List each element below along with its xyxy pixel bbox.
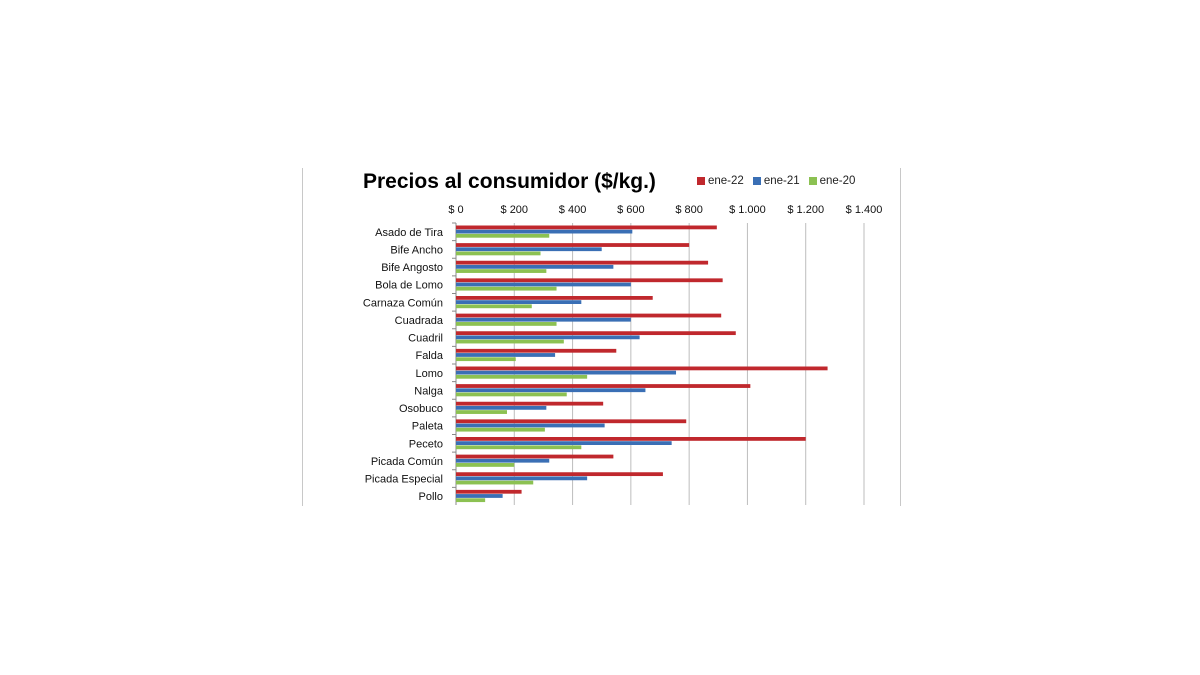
bar-ene-22: [456, 489, 522, 494]
bar-ene-20: [456, 445, 582, 450]
legend-label: ene-20: [819, 175, 856, 187]
y-tick-label: Falda: [415, 350, 443, 362]
bar-ene-21: [456, 247, 602, 252]
x-tick-label: $ 1.400: [846, 204, 883, 216]
bar-ene-20: [456, 498, 486, 503]
legend-item-ene-21: ene-21: [752, 175, 800, 187]
y-tick-label: Pollo: [419, 491, 443, 503]
legend-swatch: [697, 177, 705, 185]
legend-item-ene-20: ene-20: [808, 175, 856, 187]
bar-ene-20: [456, 286, 557, 291]
chart-frame: [302, 168, 901, 506]
bar-ene-22: [456, 454, 614, 459]
y-tick-label: Bife Ancho: [390, 244, 443, 256]
bar-ene-22: [456, 401, 604, 406]
x-tick-label: $ 1.000: [729, 204, 766, 216]
bar-ene-20: [456, 339, 564, 344]
bar-ene-22: [456, 313, 722, 318]
x-tick-label: $ 1.200: [787, 204, 824, 216]
bar-ene-21: [456, 229, 633, 234]
bar-ene-20: [456, 357, 516, 362]
bar-ene-21: [456, 476, 588, 481]
y-tick-label: Picada Especial: [365, 474, 443, 486]
bar-ene-20: [456, 463, 515, 467]
y-tick-label: Bola de Lomo: [375, 280, 443, 292]
legend-label: ene-22: [708, 175, 744, 187]
bar-ene-21: [456, 264, 614, 269]
bar-ene-22: [456, 278, 723, 283]
y-tick-label: Osobuco: [399, 403, 443, 415]
bar-ene-20: [456, 374, 588, 379]
bar-ene-21: [456, 370, 677, 375]
bar-ene-21: [456, 494, 503, 498]
bar-ene-21: [456, 405, 547, 410]
bar-ene-20: [456, 427, 545, 432]
bar-ene-21: [456, 300, 582, 304]
bar-ene-22: [456, 437, 806, 441]
bar-ene-21: [456, 388, 646, 393]
legend-item-ene-22: ene-22: [697, 175, 744, 187]
bar-ene-21: [456, 353, 556, 357]
x-tick-label: $ 800: [675, 204, 703, 216]
bar-ene-22: [456, 225, 717, 230]
bar-ene-20: [456, 410, 507, 414]
bar-ene-21: [456, 282, 631, 287]
bar-ene-22: [456, 243, 690, 247]
y-tick-label: Carnaza Común: [363, 297, 443, 309]
bar-ene-20: [456, 251, 541, 256]
bar-ene-21: [456, 458, 550, 463]
bar-ene-22: [456, 472, 663, 477]
bar-ene-22: [456, 419, 687, 424]
y-tick-label: Asado de Tira: [375, 227, 444, 239]
bar-ene-22: [456, 331, 736, 336]
legend-label: ene-21: [763, 175, 800, 187]
y-tick-label: Bife Angosto: [381, 262, 443, 274]
bar-ene-21: [456, 317, 631, 322]
y-tick-label: Paleta: [412, 421, 444, 433]
y-tick-label: Cuadril: [408, 333, 443, 345]
bar-ene-20: [456, 269, 547, 273]
bar-ene-20: [456, 233, 550, 238]
bar-ene-20: [456, 304, 532, 309]
legend-swatch: [752, 177, 761, 185]
bar-ene-21: [456, 335, 640, 340]
bar-ene-22: [456, 366, 828, 371]
bar-ene-22: [456, 348, 617, 353]
bar-ene-22: [456, 384, 751, 388]
bar-ene-21: [456, 423, 605, 428]
bar-ene-22: [456, 296, 653, 300]
bar-ene-20: [456, 392, 567, 397]
y-tick-label: Nalga: [414, 385, 444, 397]
bar-ene-21: [456, 441, 672, 445]
bar-ene-22: [456, 260, 709, 265]
x-tick-label: $ 0: [448, 204, 463, 216]
x-tick-label: $ 600: [617, 204, 645, 216]
legend-swatch: [808, 177, 817, 185]
y-tick-label: Peceto: [409, 438, 443, 450]
bar-ene-20: [456, 480, 534, 485]
x-tick-label: $ 400: [559, 204, 587, 216]
y-tick-label: Cuadrada: [395, 315, 444, 327]
y-tick-label: Picada Común: [371, 456, 443, 468]
y-tick-label: Lomo: [415, 368, 443, 380]
bar-ene-20: [456, 322, 557, 326]
legend: ene-22 ene-21 ene-20: [697, 175, 855, 187]
x-tick-label: $ 200: [501, 204, 529, 216]
chart-title: Precios al consumidor ($/kg.): [363, 170, 656, 193]
